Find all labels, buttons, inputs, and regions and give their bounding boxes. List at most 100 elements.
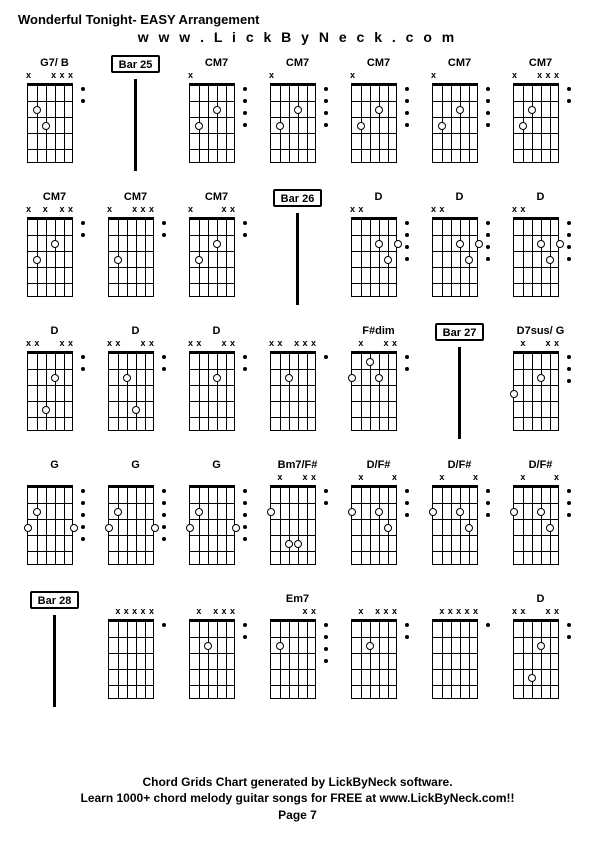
finger-dot: [537, 508, 545, 516]
finger-dot: [465, 256, 473, 264]
finger-dot: [384, 256, 392, 264]
finger-dot: [348, 374, 356, 382]
chord-cell: G: [180, 457, 253, 577]
finger-dot: [285, 540, 293, 548]
chord-cell: G7/ Bxxxx: [18, 55, 91, 175]
bar-cell: Bar 28: [18, 591, 91, 711]
chord-label: D/F#: [367, 457, 391, 473]
website-url: w w w . L i c k B y N e c k . c o m: [18, 29, 577, 45]
finger-dot: [132, 406, 140, 414]
string-markers: x: [268, 71, 318, 81]
chord-diagram: xx: [264, 607, 332, 703]
rhythm-dots: [565, 351, 575, 431]
string-markers: xxxx: [187, 607, 237, 617]
chord-label: G: [131, 457, 140, 473]
fretboard: [108, 217, 154, 297]
chord-label: [377, 591, 380, 607]
finger-dot: [510, 508, 518, 516]
chord-cell: G: [99, 457, 172, 577]
rhythm-dots: [403, 351, 413, 431]
fretboard: [27, 217, 73, 297]
finger-dot: [438, 122, 446, 130]
rhythm-dots: [565, 217, 575, 297]
fretboard: [513, 485, 559, 565]
finger-dot: [123, 374, 131, 382]
chord-diagram: xx: [426, 205, 494, 301]
fretboard: [270, 619, 316, 699]
finger-dot: [456, 106, 464, 114]
chord-diagram: xxx: [183, 205, 251, 301]
fretboard: [351, 217, 397, 297]
chord-label: D: [132, 323, 140, 339]
finger-dot: [232, 524, 240, 532]
chord-label: CM7: [448, 55, 471, 71]
fretboard: [189, 485, 235, 565]
finger-dot: [105, 524, 113, 532]
rhythm-dots: [160, 351, 170, 431]
rhythm-dots: [241, 485, 251, 565]
chord-diagram: xxxx: [345, 607, 413, 703]
footer-line-1: Chord Grids Chart generated by LickByNec…: [0, 774, 595, 791]
finger-dot: [204, 642, 212, 650]
chord-cell: Bm7/F#xxx: [261, 457, 334, 577]
chord-cell: Dxx: [423, 189, 496, 309]
finger-dot: [375, 508, 383, 516]
chord-cell: D/F#xx: [504, 457, 577, 577]
bar-label: Bar 28: [30, 591, 80, 609]
finger-dot: [195, 256, 203, 264]
fretboard: [189, 619, 235, 699]
chord-cell: G: [18, 457, 91, 577]
string-markers: xxxx: [511, 71, 561, 81]
rhythm-dots: [160, 619, 170, 699]
chord-diagram: xxxx: [21, 71, 89, 167]
fretboard: [270, 83, 316, 163]
chord-label: D: [537, 591, 545, 607]
chord-cell: D7sus/ Gxxx: [504, 323, 577, 443]
chord-label: CM7: [205, 55, 228, 71]
finger-dot: [546, 256, 554, 264]
string-markers: xxxxx: [106, 607, 156, 617]
string-markers: xxxx: [25, 339, 75, 349]
bar-label: Bar 27: [435, 323, 485, 341]
rhythm-dots: [322, 83, 332, 163]
rhythm-dots: [484, 83, 494, 163]
chord-diagram: x: [183, 71, 251, 167]
rhythm-dots: [484, 485, 494, 565]
chord-label: CM7: [43, 189, 66, 205]
page-footer: Chord Grids Chart generated by LickByNec…: [0, 774, 595, 824]
string-markers: xxxx: [106, 205, 156, 215]
rhythm-dots: [160, 217, 170, 297]
finger-dot: [475, 240, 483, 248]
chord-diagram: xxxx: [183, 339, 251, 435]
rhythm-dots: [484, 217, 494, 297]
chord-diagram: xxxxx: [426, 607, 494, 703]
chord-label: G: [212, 457, 221, 473]
rhythm-dots: [79, 351, 89, 431]
chord-cell: CM7x: [180, 55, 253, 175]
string-markers: xx: [511, 205, 561, 215]
chord-label: [296, 323, 299, 339]
finger-dot: [42, 122, 50, 130]
rhythm-dots: [79, 485, 89, 565]
chord-diagram: [183, 473, 251, 569]
fretboard: [513, 351, 559, 431]
fretboard: [513, 619, 559, 699]
chord-diagram: xxx: [507, 339, 575, 435]
fretboard: [432, 619, 478, 699]
rhythm-dots: [241, 351, 251, 431]
string-markers: [25, 473, 75, 483]
finger-dot: [186, 524, 194, 532]
fretboard: [27, 485, 73, 565]
rhythm-dots: [322, 485, 332, 565]
finger-dot: [285, 374, 293, 382]
bar-line: [53, 615, 56, 707]
chord-diagram: x: [264, 71, 332, 167]
string-markers: xx: [268, 607, 318, 617]
rhythm-dots: [322, 351, 332, 431]
string-markers: xx: [349, 205, 399, 215]
rhythm-dots: [241, 619, 251, 699]
page-title: Wonderful Tonight- EASY Arrangement: [18, 12, 577, 27]
rhythm-dots: [79, 217, 89, 297]
string-markers: xxxx: [25, 205, 75, 215]
finger-dot: [546, 524, 554, 532]
